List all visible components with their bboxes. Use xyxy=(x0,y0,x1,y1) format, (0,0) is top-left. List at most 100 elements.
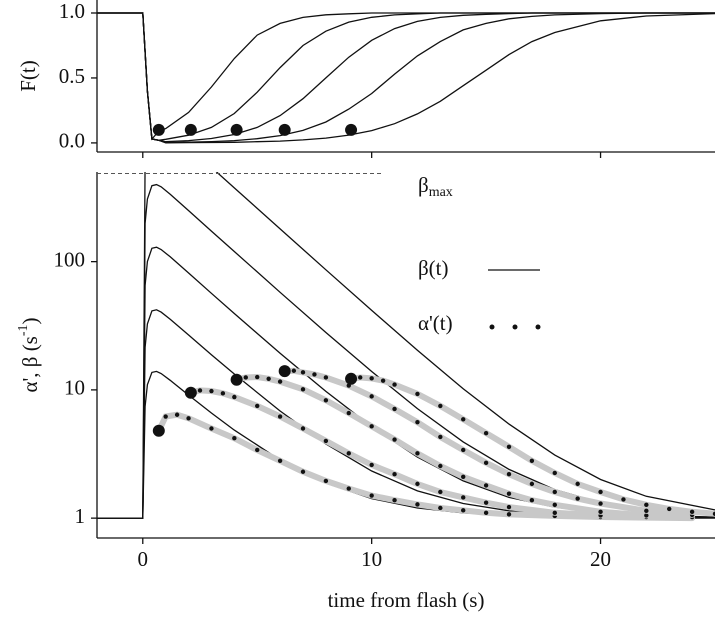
alpha-dot xyxy=(552,502,557,508)
y-axis-label: α', β (s-1) xyxy=(16,317,42,392)
alpha-dot xyxy=(323,398,329,403)
curve xyxy=(97,12,715,143)
alpha-dot xyxy=(667,506,672,512)
alpha-dot xyxy=(255,374,260,380)
plot-area xyxy=(97,12,715,144)
legend-label: α'(t) xyxy=(418,311,453,335)
alpha-dot xyxy=(415,391,420,397)
beta-max-subscript: max xyxy=(429,185,453,200)
alpha-dot xyxy=(483,510,489,516)
alpha-dot xyxy=(163,414,168,419)
alpha-dot xyxy=(461,447,466,453)
alpha-dot xyxy=(277,379,283,384)
marker xyxy=(230,123,243,136)
alpha-dot xyxy=(461,474,466,480)
marker xyxy=(152,123,165,136)
alpha-dot xyxy=(255,447,260,453)
alpha-start xyxy=(278,365,291,378)
y-axis-label-part: -1 xyxy=(16,324,31,336)
alpha-dot xyxy=(506,472,512,477)
alpha-dot xyxy=(369,493,374,498)
y-axis-label-part: ) xyxy=(18,317,42,324)
alpha-dot xyxy=(323,438,329,444)
curve xyxy=(97,12,715,144)
beta-max-label: βmax xyxy=(418,173,453,200)
alpha-dot xyxy=(644,502,649,508)
x-tick-label: 0 xyxy=(138,547,149,571)
alpha-dot xyxy=(358,375,363,380)
legend-dot xyxy=(535,324,541,330)
alpha-dot xyxy=(689,509,695,515)
y-tick-label: 1.0 xyxy=(59,0,85,23)
alpha-dot xyxy=(186,416,191,421)
alpha-dot xyxy=(598,489,603,495)
alpha-dot xyxy=(529,497,535,503)
alpha-band xyxy=(281,367,696,518)
y-tick-label: 0.5 xyxy=(59,64,85,88)
alpha-dot xyxy=(209,388,214,394)
alpha-dot xyxy=(392,382,397,387)
curve xyxy=(97,183,715,519)
y-tick-label: 0.0 xyxy=(59,129,85,153)
alpha-dot xyxy=(369,394,374,399)
alpha-dot xyxy=(438,505,443,511)
alpha-dot xyxy=(506,444,512,449)
alpha-dot xyxy=(438,403,443,409)
alpha-dot xyxy=(369,376,374,381)
alpha-dot xyxy=(644,513,649,518)
alpha-dot xyxy=(461,508,466,513)
curve xyxy=(97,12,715,141)
alpha-dot xyxy=(415,451,420,456)
legend-dot xyxy=(512,324,518,330)
alpha-dot xyxy=(392,437,397,442)
x-tick-label: 20 xyxy=(590,547,611,571)
alpha-dot xyxy=(300,370,306,375)
x-tick-label: 10 xyxy=(361,547,382,571)
alpha-dot xyxy=(506,512,512,517)
alpha-dot xyxy=(598,509,603,515)
alpha-dot xyxy=(438,489,443,495)
beta-max-symbol: β xyxy=(418,173,429,197)
alpha-dot xyxy=(174,412,180,417)
legend-dot xyxy=(489,324,495,330)
alpha-dot xyxy=(552,470,557,476)
alpha-start xyxy=(345,372,358,385)
alpha-dot xyxy=(266,376,271,382)
alpha-dot xyxy=(392,406,397,412)
alpha-dot xyxy=(232,394,237,400)
legend-label: β(t) xyxy=(418,256,449,280)
alpha-dot xyxy=(369,424,374,429)
alpha-dot xyxy=(529,458,535,463)
marker xyxy=(184,123,197,136)
alpha-dot xyxy=(232,436,237,441)
alpha-dot xyxy=(323,375,329,380)
x-axis-label: time from flash (s) xyxy=(328,588,485,612)
alpha-dot xyxy=(346,410,351,416)
alpha-dot xyxy=(300,469,306,474)
alpha-band xyxy=(155,411,696,522)
alpha-dot xyxy=(483,483,489,488)
alpha-dot xyxy=(392,497,397,503)
alpha-dot xyxy=(243,375,248,380)
alpha-dot xyxy=(461,495,466,500)
alpha-dot xyxy=(312,372,317,377)
alpha-start xyxy=(152,424,165,437)
alpha-dot xyxy=(506,491,512,496)
alpha-dot xyxy=(291,368,297,373)
alpha-dot xyxy=(598,501,603,506)
plot-area xyxy=(97,172,715,522)
alpha-dot xyxy=(300,387,306,392)
alpha-dot xyxy=(575,496,580,501)
alpha-dot xyxy=(220,391,226,396)
alpha-dot xyxy=(575,481,580,487)
alpha-dot xyxy=(255,403,260,409)
curve xyxy=(97,12,715,144)
alpha-dot xyxy=(461,417,466,422)
alpha-start xyxy=(184,386,197,399)
alpha-dot xyxy=(483,460,489,466)
alpha-dot xyxy=(380,378,386,383)
y-tick-label: 1 xyxy=(75,504,86,528)
alpha-dot xyxy=(346,486,351,491)
alpha-dot xyxy=(209,426,214,431)
